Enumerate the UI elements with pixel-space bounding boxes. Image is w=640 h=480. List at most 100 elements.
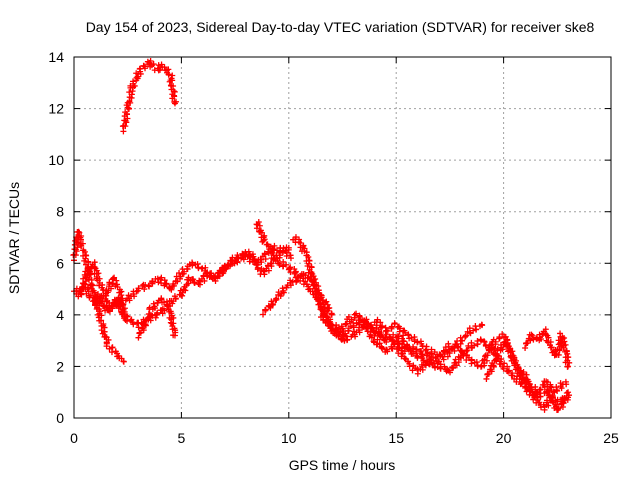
x-tick-label: 0 [70,430,78,446]
data-point [108,349,115,356]
data-point [120,128,127,135]
data-point [261,236,268,243]
data-point [257,228,264,235]
data-point [128,316,135,323]
data-point [382,324,389,331]
data-point [171,93,178,100]
data-point [566,392,573,399]
data-point [481,356,488,363]
y-tick-label: 12 [48,101,64,117]
data-point [342,321,349,328]
x-tick-label: 15 [388,430,404,446]
data-point [266,303,273,310]
data-point [260,311,267,318]
data-point [468,357,475,364]
data-point [364,328,371,335]
x-tick-label: 20 [496,430,512,446]
data-point [376,340,383,347]
data-point [441,349,448,356]
data-point [285,244,292,251]
data-point [307,273,314,280]
data-point [152,314,159,321]
data-point [371,332,378,339]
data-point [171,100,178,107]
data-point [501,360,508,367]
data-point [565,389,572,396]
data-point [528,331,535,338]
data-point [253,262,260,269]
data-point [120,358,127,365]
data-point [283,261,290,268]
data-point [355,327,362,334]
data-point [124,99,131,106]
data-point [249,259,256,266]
data-point [163,280,170,287]
data-point [115,352,122,359]
data-point [437,365,444,372]
data-point [165,71,172,78]
data-point [130,290,137,297]
data-point [353,310,360,317]
data-point [276,261,283,268]
data-point [562,348,569,355]
data-point [522,345,529,351]
data-point [150,300,157,307]
data-point [157,276,164,283]
data-point [323,298,330,305]
data-point [560,400,567,407]
data-point [235,255,242,262]
data-point [303,281,310,288]
data-point [279,285,286,292]
data-point [99,302,106,309]
data-point [141,63,148,70]
data-point [473,359,480,366]
x-tick-label: 5 [178,430,186,446]
data-point [118,300,125,307]
data-point [168,286,175,293]
data-point [158,280,165,287]
data-point [507,353,514,360]
data-point [328,311,335,318]
data-point [74,229,81,236]
data-point [158,61,165,68]
data-point [161,64,168,71]
data-point [565,363,572,370]
data-point [83,275,90,282]
data-point [351,314,358,321]
data-point [455,359,462,366]
data-point [279,263,286,270]
data-point [399,350,406,357]
data-point [511,354,518,361]
data-point [130,321,137,328]
data-point [315,287,322,294]
data-point [103,340,110,347]
data-point [216,273,223,280]
data-point [294,274,301,281]
data-point [136,330,143,337]
data-point [170,320,177,327]
data-point [509,348,516,355]
data-point [95,270,102,277]
data-point [96,294,103,301]
data-point [474,341,481,348]
data-point [114,284,121,291]
data-point [543,378,550,385]
data-point [161,307,168,314]
data-point [79,284,86,291]
data-point [89,282,96,289]
data-point [306,257,313,264]
data-point [167,303,174,310]
data-point [549,393,556,400]
plot-frame [73,56,612,419]
data-point [323,314,330,321]
data-point [139,325,146,332]
data-point [98,312,105,319]
data-point [470,327,477,334]
data-point [161,277,168,284]
data-point [466,325,473,332]
data-point [274,257,281,264]
data-point [168,310,175,317]
data-point [413,346,420,353]
data-point [133,288,140,295]
data-point [168,86,175,93]
